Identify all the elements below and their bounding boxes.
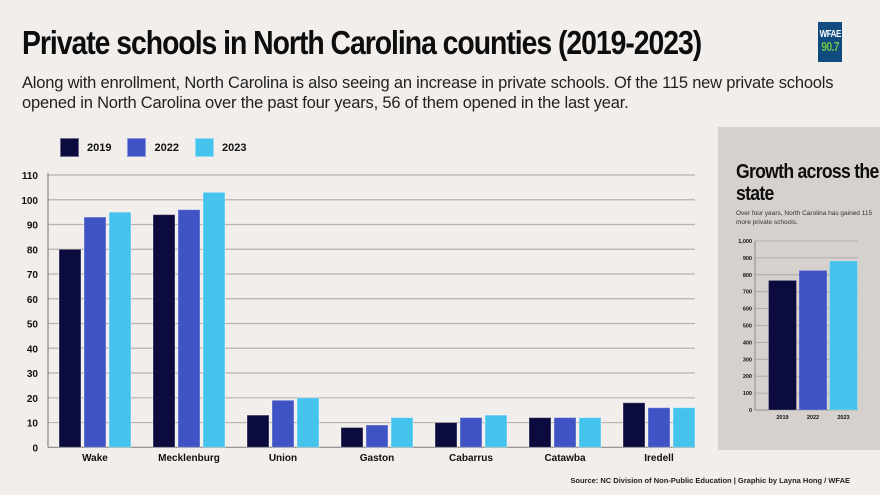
x-tick-label: Union [269, 453, 297, 464]
wfae-logo: WFAE 90.7 [818, 22, 842, 62]
bar-union-2019 [246, 414, 270, 448]
inset-y-tick-label: 600 [743, 307, 752, 313]
x-tick-label: Cabarrus [449, 453, 493, 464]
bar-mecklenburg-2023 [202, 191, 226, 448]
inset-y-tick-label: 100 [743, 391, 752, 397]
y-tick-label: 40 [27, 344, 39, 355]
panel-title: Growth across the state [736, 161, 879, 205]
inset-y-tick-label: 1,000 [738, 239, 752, 245]
logo-frequency: 90.7 [821, 39, 839, 54]
legend-swatch-2022 [127, 138, 147, 157]
inset-y-tick-label: 400 [743, 340, 752, 346]
bar-mecklenburg-2022 [177, 209, 201, 448]
bar-wake-2022 [83, 216, 107, 448]
bar-catawba-2023 [578, 417, 602, 448]
y-tick-label: 90 [27, 221, 39, 232]
y-tick-label: 100 [21, 196, 38, 207]
bar-cabarrus-2023 [484, 414, 508, 448]
inset-bar-2022 [798, 270, 828, 411]
bar-catawba-2022 [553, 417, 577, 448]
inset-x-tick-label: 2023 [837, 415, 849, 421]
inset-x-tick-label: 2019 [776, 415, 788, 421]
legend: 2019 2022 2023 [60, 138, 262, 157]
bar-iredell-2019 [622, 402, 646, 448]
x-tick-label: Catawba [544, 453, 586, 464]
x-tick-label: Mecklenburg [158, 453, 220, 464]
inset-y-tick-label: 500 [743, 324, 752, 330]
bar-wake-2019 [58, 248, 82, 448]
inset-y-tick-label: 0 [749, 408, 752, 414]
inset-y-tick-label: 300 [743, 357, 752, 363]
inset-y-tick-label: 200 [743, 374, 752, 380]
bar-gaston-2019 [340, 426, 364, 448]
y-tick-label: 60 [27, 295, 39, 306]
inset-y-tick-label: 700 [743, 290, 752, 296]
x-tick-label: Wake [82, 453, 108, 464]
bar-union-2023 [296, 397, 320, 448]
legend-swatch-2019 [60, 138, 79, 157]
bar-cabarrus-2022 [459, 417, 483, 448]
bar-iredell-2023 [672, 407, 696, 448]
y-tick-label: 80 [27, 245, 39, 256]
bar-union-2022 [271, 399, 295, 448]
legend-label: 2019 [87, 141, 112, 154]
inset-y-tick-label: 900 [743, 256, 752, 262]
inset-bar-2023 [829, 260, 858, 411]
bar-wake-2023 [108, 211, 132, 448]
inset-x-tick-label: 2022 [807, 415, 819, 421]
legend-item-2019: 2019 [60, 138, 111, 157]
source-credit: Source: NC Division of Non-Public Educat… [570, 476, 850, 485]
y-tick-label: 110 [22, 171, 39, 182]
legend-swatch-2023 [194, 138, 214, 157]
legend-item-2022: 2022 [127, 138, 179, 157]
legend-item-2023: 2023 [194, 138, 247, 157]
legend-label: 2022 [154, 141, 179, 154]
chart-title: Private schools in North Carolina counti… [22, 24, 702, 61]
bar-iredell-2022 [647, 407, 671, 448]
bar-mecklenburg-2019 [152, 214, 176, 448]
y-tick-label: 10 [27, 419, 39, 430]
y-tick-label: 50 [27, 320, 39, 331]
inset-bar-2019 [768, 279, 797, 411]
chart-subtitle: Along with enrollment, North Carolina is… [22, 74, 834, 112]
bar-gaston-2022 [365, 424, 389, 448]
bar-cabarrus-2019 [434, 422, 458, 448]
legend-label: 2023 [221, 141, 247, 154]
x-tick-label: Iredell [644, 453, 674, 464]
y-tick-label: 30 [27, 369, 39, 380]
panel-subtitle: Over four years, North Carolina has gain… [736, 210, 873, 226]
x-tick-label: Gaston [360, 453, 394, 464]
bar-catawba-2019 [528, 417, 552, 448]
bar-gaston-2023 [390, 417, 414, 448]
y-tick-label: 0 [32, 443, 38, 454]
y-tick-label: 70 [27, 270, 39, 281]
y-tick-label: 20 [27, 394, 39, 405]
logo-text: WFAE [819, 29, 841, 40]
inset-y-tick-label: 800 [743, 273, 752, 279]
